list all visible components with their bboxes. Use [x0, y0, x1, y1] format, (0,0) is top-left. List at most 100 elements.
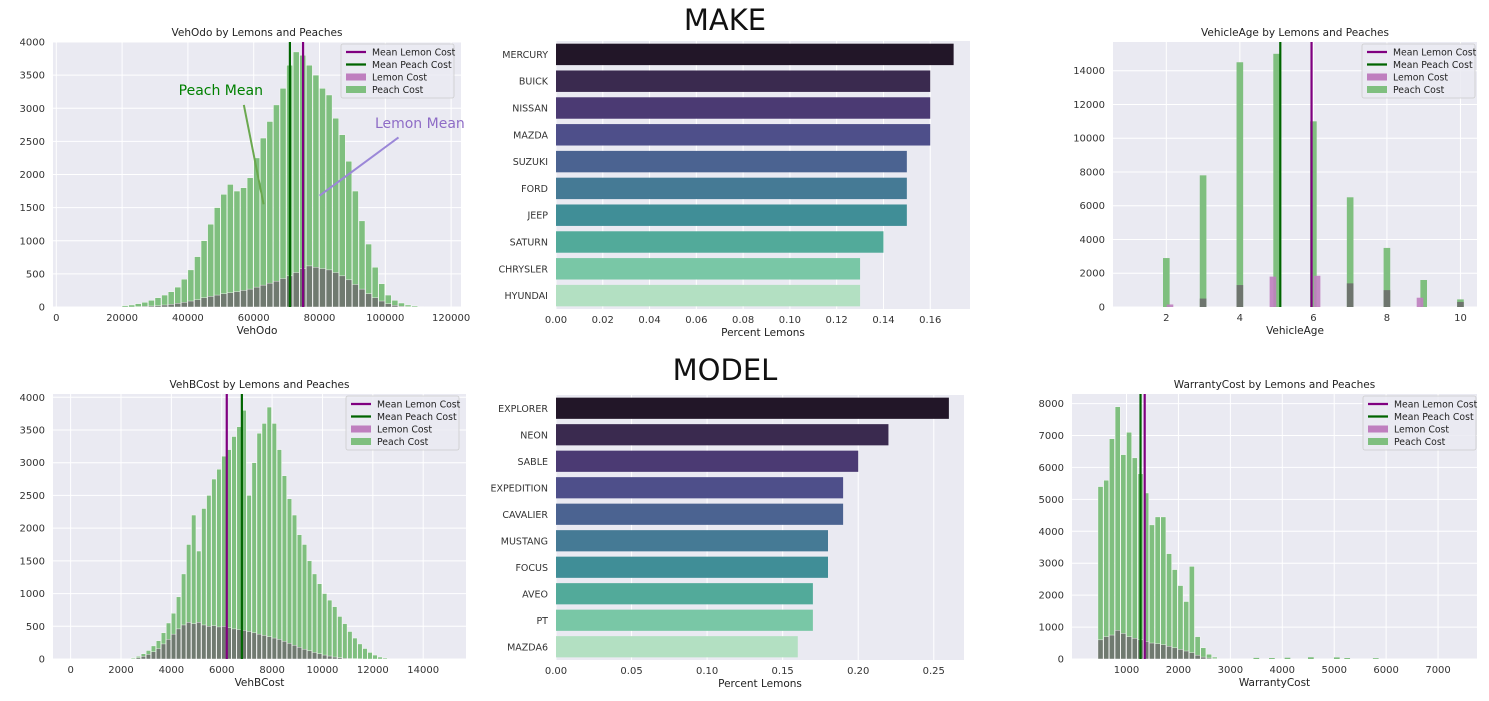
y-tick-label: 0 — [39, 303, 45, 314]
lemon-bar — [161, 304, 168, 308]
peach-bar — [236, 426, 242, 660]
chart-title: WarrantyCost by Lemons and Peaches — [1174, 379, 1375, 391]
legend-label: Peach Cost — [377, 437, 429, 448]
y-tick-label: 500 — [26, 269, 45, 280]
lemon-bar — [1457, 301, 1464, 307]
lemon-bar — [1103, 636, 1109, 660]
peach-bar — [256, 433, 262, 660]
peach-bar — [128, 304, 135, 308]
lemon-bar — [306, 265, 313, 308]
peach-bar — [271, 423, 277, 660]
y-tick-label: 0 — [1058, 655, 1064, 666]
x-axis-label: VehOdo — [237, 325, 278, 337]
category-label: SATURN — [510, 238, 548, 249]
category-bar — [556, 530, 828, 552]
lemon-bar — [236, 629, 242, 660]
category-bar — [556, 177, 907, 200]
peach-bar — [1126, 432, 1132, 660]
legend-label: Mean Peach Cost — [1393, 60, 1473, 71]
lemon-bar — [211, 625, 217, 660]
chart-title: VehOdo by Lemons and Peaches — [172, 27, 343, 39]
category-bar — [556, 503, 844, 525]
lemon-bar — [1183, 650, 1189, 660]
peach-bar — [297, 534, 302, 660]
y-tick-label: 1500 — [20, 556, 45, 567]
peach-bar — [1236, 62, 1244, 307]
lemon-bar — [1200, 656, 1207, 660]
peach-bar — [1420, 279, 1427, 307]
category-bar — [556, 450, 859, 472]
lemon-bar — [251, 632, 257, 660]
lemon-bar — [191, 623, 197, 660]
y-tick-label: 1000 — [20, 589, 45, 600]
x-tick-label: 14000 — [407, 665, 439, 676]
lemon-bar — [279, 278, 287, 308]
peach-bar — [260, 137, 267, 308]
lemon-bar — [231, 628, 237, 660]
legend-label: Mean Lemon Cost — [1393, 48, 1477, 59]
category-label: NISSAN — [512, 104, 548, 115]
lemon-bar — [312, 267, 320, 308]
section-title-model: MODEL — [672, 353, 778, 387]
x-tick-label: 5000 — [1321, 665, 1346, 676]
x-tick-label: 6 — [1310, 313, 1316, 324]
x-tick-label: 0.04 — [638, 315, 660, 326]
x-tick-label: 60000 — [238, 313, 270, 324]
peach-bar — [1109, 438, 1115, 660]
lemon-bar — [1149, 642, 1155, 660]
lemon-bar — [342, 658, 348, 660]
lemon-bar — [332, 656, 338, 660]
lemon-bar — [273, 280, 280, 308]
y-tick-label: 7000 — [1039, 431, 1064, 442]
lemon-bar — [171, 633, 176, 660]
y-tick-label: 500 — [26, 622, 45, 633]
x-tick-label: 0.10 — [696, 666, 718, 677]
annotation-label: Lemon Mean — [375, 116, 465, 132]
chart-title: VehBCost by Lemons and Peaches — [170, 379, 350, 391]
lemon-bar — [140, 656, 146, 660]
legend-box — [345, 395, 460, 451]
lemon-bar — [214, 294, 221, 308]
peach-bar — [327, 599, 333, 660]
legend-label: Lemon Cost — [377, 425, 432, 436]
lemon-bar — [1194, 654, 1201, 660]
category-label: HYUNDAI — [505, 291, 548, 302]
lemon-bar — [246, 288, 254, 308]
x-tick-label: 6000 — [209, 665, 234, 676]
lemon-bar — [307, 650, 312, 660]
legend-swatch — [1368, 438, 1388, 445]
peach-bar — [1114, 406, 1121, 660]
lemon-bar — [246, 631, 252, 660]
lemon-bar — [240, 290, 247, 308]
lemon-bar — [194, 299, 201, 308]
lemon-bar — [1132, 638, 1138, 660]
peach-bar — [1199, 175, 1207, 307]
legend-label: Lemon Cost — [1393, 73, 1448, 84]
x-tick-label: 20000 — [106, 313, 138, 324]
category-bar — [556, 124, 931, 146]
lemon-bar — [319, 268, 326, 308]
category-bar — [556, 204, 907, 226]
peach-bar — [1284, 657, 1291, 659]
peach-bar — [1269, 658, 1275, 659]
category-bar — [556, 477, 844, 499]
vehicleage-histogram: 2 4 6 8 10 0 2000 4000 6000 8000 10000 12000 14000 Ve… — [1073, 27, 1477, 337]
peach-bar — [233, 190, 241, 308]
peach-bar — [279, 88, 287, 308]
lemon-bar — [358, 288, 366, 308]
peach-bar — [372, 654, 378, 660]
category-label: CHRYSLER — [499, 264, 549, 275]
lemon-bar — [345, 279, 353, 308]
category-bar — [556, 43, 954, 66]
y-tick-label: 14000 — [1073, 66, 1105, 77]
legend-swatch — [1367, 86, 1387, 93]
legend-label: Mean Lemon Cost — [377, 400, 461, 411]
category-label: NEON — [520, 430, 548, 441]
x-tick-label: 1000 — [1114, 665, 1139, 676]
lemon-bar — [312, 652, 318, 660]
warrantycost-histogram: 1000 2000 3000 4000 5000 6000 7000 0 1000 2000 300… — [1039, 379, 1478, 689]
x-tick-label: 40000 — [172, 313, 204, 324]
y-tick-label: 10000 — [1073, 134, 1105, 145]
x-tick-label: 0 — [53, 313, 59, 324]
lemon-bar — [141, 306, 149, 308]
